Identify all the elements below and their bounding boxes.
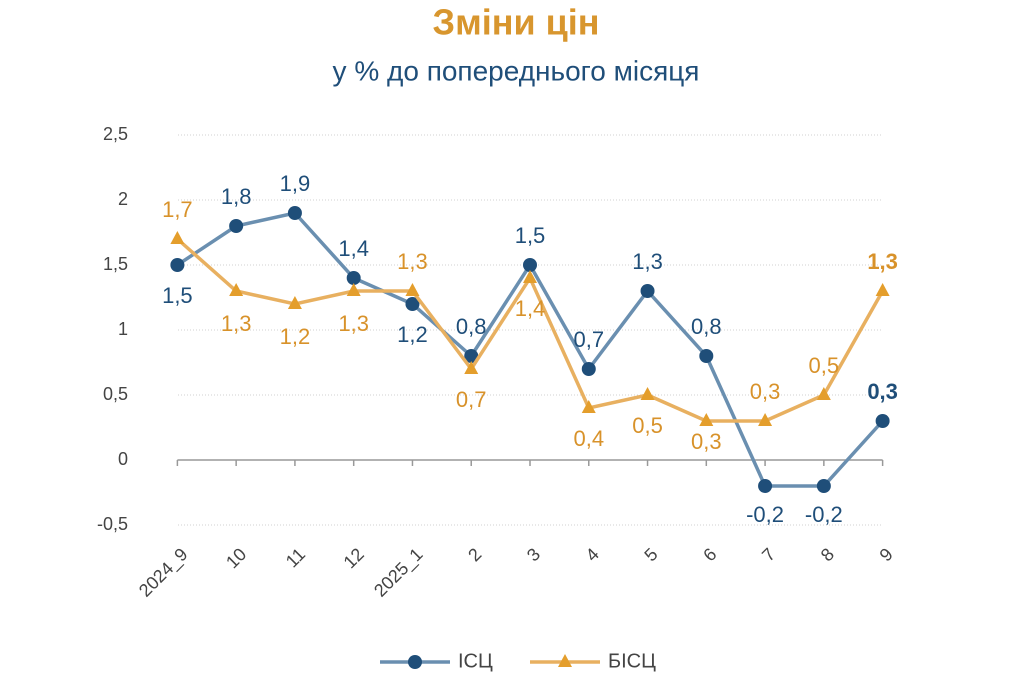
x-tick-label: 6 — [699, 544, 720, 565]
data-label: -0,2 — [805, 502, 843, 527]
data-label: 1,5 — [162, 283, 193, 308]
marker — [699, 349, 714, 363]
data-label: 0,5 — [809, 353, 840, 378]
marker — [523, 270, 537, 283]
marker — [758, 479, 773, 493]
x-tick-label: 2 — [464, 544, 485, 565]
data-label: 1,3 — [221, 311, 252, 336]
data-label: 1,3 — [632, 249, 663, 274]
x-tick-label: 2025_1 — [370, 544, 427, 601]
data-label: 0,8 — [456, 314, 487, 339]
marker — [581, 362, 596, 376]
data-label: 1,8 — [221, 184, 252, 209]
y-tick-label: 2,5 — [103, 124, 128, 144]
marker — [229, 283, 244, 296]
marker — [523, 258, 537, 272]
marker — [170, 231, 185, 244]
marker — [170, 258, 185, 272]
chart-title: Зміни цін — [433, 2, 600, 43]
marker — [640, 387, 655, 400]
data-label: 0,3 — [750, 379, 781, 404]
x-tick-label: 9 — [876, 544, 897, 565]
marker — [758, 413, 773, 426]
legend-label: БІСЦ — [608, 650, 656, 672]
y-tick-label: 0,5 — [103, 384, 128, 404]
data-label: 1,5 — [515, 223, 546, 248]
data-label: 1,4 — [515, 296, 546, 321]
data-label: 1,4 — [338, 236, 369, 261]
chart-subtitle: у % до попереднього місяця — [333, 55, 700, 86]
x-tick-label: 12 — [340, 544, 368, 572]
x-tick-label: 11 — [282, 544, 309, 571]
marker — [405, 297, 420, 311]
data-label: 1,3 — [338, 311, 369, 336]
y-tick-label: 1,5 — [103, 254, 128, 274]
data-label: 0,4 — [573, 426, 604, 451]
marker — [464, 349, 479, 363]
x-tick-label: 2024_9 — [135, 544, 192, 601]
series-line — [176, 211, 884, 488]
data-label: 1,2 — [397, 322, 428, 347]
marker — [816, 387, 831, 400]
data-label: 1,7 — [162, 197, 193, 222]
legend-marker — [408, 655, 422, 669]
marker — [640, 284, 655, 298]
marker — [875, 414, 890, 428]
data-label: 1,9 — [280, 171, 311, 196]
x-tick-label: 10 — [222, 544, 250, 572]
marker — [346, 271, 361, 285]
x-tick-label: 5 — [641, 544, 662, 565]
marker — [875, 283, 890, 296]
marker — [699, 413, 714, 426]
legend-label: ІСЦ — [458, 650, 493, 672]
x-tick-label: 7 — [758, 544, 779, 565]
data-label: 0,3 — [867, 379, 898, 404]
y-tick-label: 2 — [118, 189, 128, 209]
marker — [287, 206, 302, 220]
marker — [581, 400, 596, 413]
marker — [405, 283, 420, 296]
y-tick-label: -0,5 — [97, 514, 128, 534]
data-label: 0,7 — [573, 327, 604, 352]
data-label: 0,5 — [632, 413, 663, 438]
legend-marker — [558, 654, 572, 667]
data-label: 0,3 — [691, 429, 722, 454]
data-label: 1,3 — [867, 249, 898, 274]
marker — [464, 361, 479, 374]
x-tick-label: 4 — [582, 544, 603, 565]
marker — [287, 296, 302, 309]
x-tick-label: 3 — [523, 544, 544, 565]
data-label: 1,3 — [397, 249, 428, 274]
data-label: 0,8 — [691, 314, 722, 339]
y-tick-label: 0 — [118, 449, 128, 469]
data-label: 1,2 — [280, 324, 311, 349]
x-tick-label: 8 — [817, 544, 838, 565]
data-label: 0,7 — [456, 387, 487, 412]
data-label: -0,2 — [746, 502, 784, 527]
marker — [816, 479, 831, 493]
y-tick-label: 1 — [118, 319, 128, 339]
marker — [346, 283, 361, 296]
marker — [229, 219, 244, 233]
